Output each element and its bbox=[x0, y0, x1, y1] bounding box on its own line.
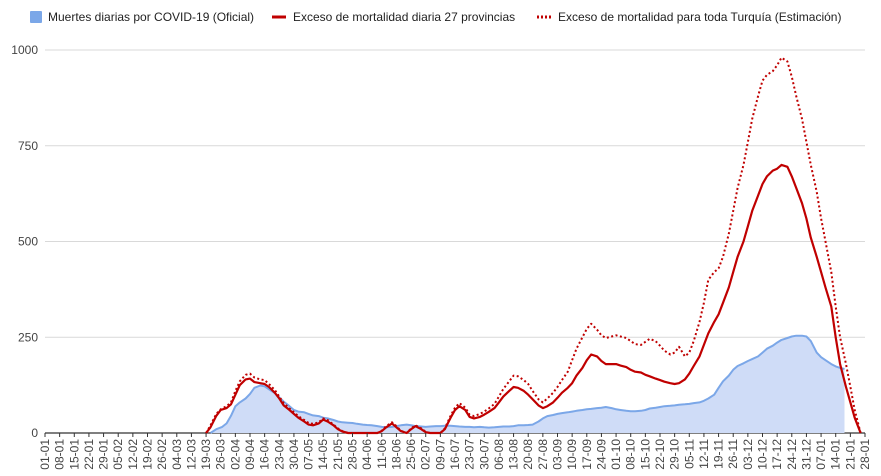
x-tick-label: 19-11 bbox=[712, 439, 726, 469]
x-tick-label: 09-04 bbox=[243, 439, 257, 470]
x-tick-label: 01-10 bbox=[609, 439, 623, 470]
legend-item-excess-turkey-estimate[interactable]: Exceso de mortalidad para toda Turquía (… bbox=[537, 10, 841, 24]
x-tick-label: 23-04 bbox=[272, 439, 286, 470]
x-tick-label: 17-12 bbox=[770, 439, 784, 470]
x-tick-label: 24-09 bbox=[594, 439, 608, 470]
x-tick-label: 29-10 bbox=[668, 439, 682, 470]
x-tick-label: 31-12 bbox=[799, 439, 813, 470]
x-tick-label: 02-07 bbox=[419, 439, 433, 470]
x-tick-label: 26-02 bbox=[155, 439, 169, 470]
x-tick-label: 24-12 bbox=[785, 439, 799, 470]
x-tick-label: 01-01 bbox=[38, 439, 52, 470]
x-tick-label: 26-03 bbox=[214, 439, 228, 470]
x-tick-label: 21-05 bbox=[331, 439, 345, 470]
legend-item-excess-27-provinces[interactable]: Exceso de mortalidad diaria 27 provincia… bbox=[272, 10, 515, 24]
x-tick-label: 28-01 bbox=[858, 439, 872, 470]
x-tick-label: 26-11 bbox=[726, 439, 740, 469]
y-tick-label: 250 bbox=[18, 330, 38, 344]
x-tick-label: 02-04 bbox=[228, 439, 242, 470]
x-tick-label: 25-06 bbox=[404, 439, 418, 470]
x-tick-label: 12-03 bbox=[184, 439, 198, 470]
y-tick-label: 750 bbox=[18, 139, 38, 153]
x-tick-label: 18-06 bbox=[389, 439, 403, 470]
x-tick-label: 07-05 bbox=[302, 439, 316, 470]
x-tick-label: 17-09 bbox=[580, 439, 594, 470]
x-axis-labels: 01-01 08-01 15-01 22-01 29-01 05-02 12-02 19-02… bbox=[38, 433, 872, 470]
x-tick-label: 11-06 bbox=[375, 439, 389, 469]
x-tick-label: 22-10 bbox=[653, 439, 667, 470]
y-axis-labels: 0 250 500 750 1000 bbox=[11, 43, 38, 440]
x-tick-label: 07-01 bbox=[814, 439, 828, 470]
series-layer bbox=[205, 56, 862, 435]
x-tick-label: 04-06 bbox=[360, 439, 374, 470]
x-tick-label: 10-12 bbox=[756, 439, 770, 470]
legend-swatch-official-deaths bbox=[30, 11, 42, 23]
x-tick-label: 12-02 bbox=[126, 439, 140, 470]
x-tick-label: 30-07 bbox=[477, 439, 491, 470]
x-tick-label: 30-04 bbox=[287, 439, 301, 470]
x-tick-label: 05-02 bbox=[111, 439, 125, 470]
x-tick-label: 08-10 bbox=[624, 439, 638, 470]
x-tick-label: 13-08 bbox=[507, 439, 521, 470]
legend-label-excess-turkey-estimate: Exceso de mortalidad para toda Turquía (… bbox=[558, 10, 841, 24]
legend-label-excess-27-provinces: Exceso de mortalidad diaria 27 provincia… bbox=[293, 10, 515, 24]
x-tick-label: 27-08 bbox=[536, 439, 550, 470]
x-tick-label: 15-10 bbox=[638, 439, 652, 470]
y-tick-label: 0 bbox=[31, 426, 38, 440]
series-line-excess-turkey-estimate bbox=[205, 56, 862, 434]
x-tick-label: 19-02 bbox=[141, 439, 155, 470]
x-tick-label: 10-09 bbox=[565, 439, 579, 470]
x-tick-label: 19-03 bbox=[199, 439, 213, 470]
y-tick-label: 500 bbox=[18, 235, 38, 249]
x-tick-label: 20-08 bbox=[521, 439, 535, 470]
legend: Muertes diarias por COVID-19 (Oficial) E… bbox=[30, 10, 841, 24]
x-tick-label: 21-01 bbox=[843, 439, 857, 470]
x-tick-label: 23-07 bbox=[463, 439, 477, 470]
x-tick-label: 12-11 bbox=[697, 439, 711, 469]
series-area-official-deaths bbox=[210, 335, 845, 433]
x-tick-label: 16-07 bbox=[448, 439, 462, 470]
x-tick-label: 06-08 bbox=[492, 439, 506, 470]
x-tick-label: 29-01 bbox=[97, 439, 111, 470]
x-tick-label: 04-03 bbox=[170, 439, 184, 470]
x-tick-label: 14-05 bbox=[316, 439, 330, 470]
x-tick-label: 28-05 bbox=[346, 439, 360, 470]
x-tick-label: 09-07 bbox=[433, 439, 447, 470]
x-tick-label: 14-01 bbox=[829, 439, 843, 470]
x-tick-label: 03-12 bbox=[741, 439, 755, 470]
x-tick-label: 15-01 bbox=[67, 439, 81, 470]
series-line-excess-27-provinces bbox=[205, 163, 862, 435]
x-tick-label: 03-09 bbox=[551, 439, 565, 470]
x-tick-label: 05-11 bbox=[682, 439, 696, 469]
x-tick-label: 08-01 bbox=[53, 439, 67, 470]
y-tick-label: 1000 bbox=[11, 43, 38, 57]
series-line-official-deaths bbox=[209, 334, 845, 434]
legend-item-official-deaths[interactable]: Muertes diarias por COVID-19 (Oficial) bbox=[30, 10, 254, 24]
x-tick-label: 16-04 bbox=[258, 439, 272, 470]
legend-label-official-deaths: Muertes diarias por COVID-19 (Oficial) bbox=[48, 10, 254, 24]
x-tick-label: 22-01 bbox=[82, 439, 96, 470]
